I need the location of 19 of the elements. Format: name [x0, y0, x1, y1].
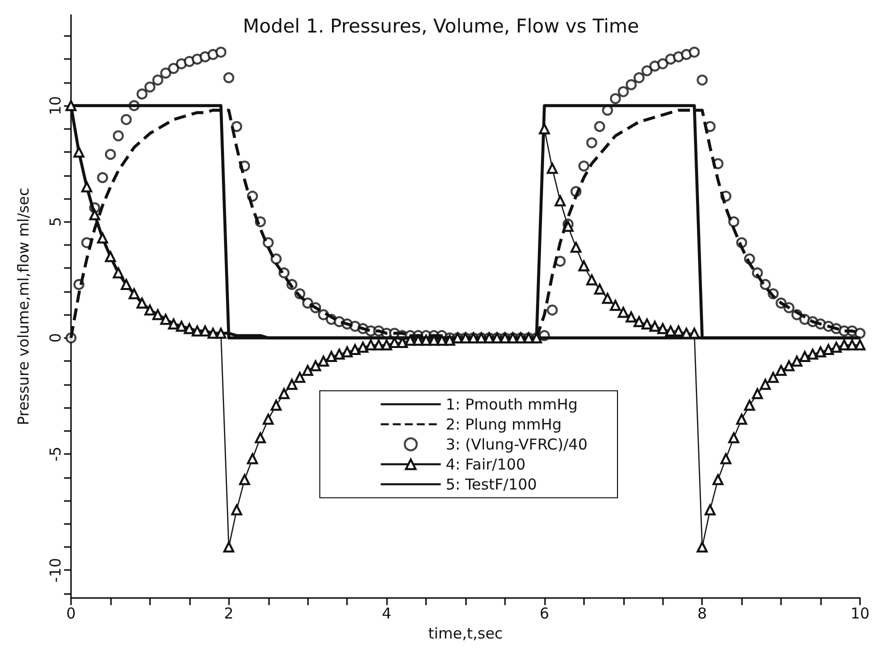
- legend-label: 2: Plung mmHg: [446, 415, 562, 434]
- y-tick-label: -10: [46, 558, 64, 582]
- x-tick-label: 0: [66, 604, 76, 623]
- x-axis-title: time,t,sec: [428, 624, 503, 642]
- x-tick-label: 4: [382, 604, 392, 623]
- y-tick-label: 10: [46, 96, 64, 116]
- legend-label: 4: Fair/100: [446, 455, 526, 474]
- x-tick-label: 8: [697, 604, 707, 623]
- x-tick-label: 2: [224, 604, 234, 623]
- y-tick-label: 0: [46, 333, 64, 343]
- legend-label: 3: (Vlung-VFRC)/40: [446, 435, 588, 454]
- legend-label: 5: TestF/100: [446, 475, 537, 494]
- y-axis-title: Pressure volume,ml,flow ml/sec: [14, 188, 32, 426]
- chart-title: Model 1. Pressures, Volume, Flow vs Time: [242, 16, 640, 38]
- x-tick-label: 6: [540, 604, 550, 623]
- y-tick-label: 5: [46, 216, 64, 227]
- legend-label: 1: Pmouth mmHg: [446, 395, 578, 414]
- x-tick-label: 10: [850, 604, 870, 623]
- y-tick-label: -5: [46, 446, 64, 462]
